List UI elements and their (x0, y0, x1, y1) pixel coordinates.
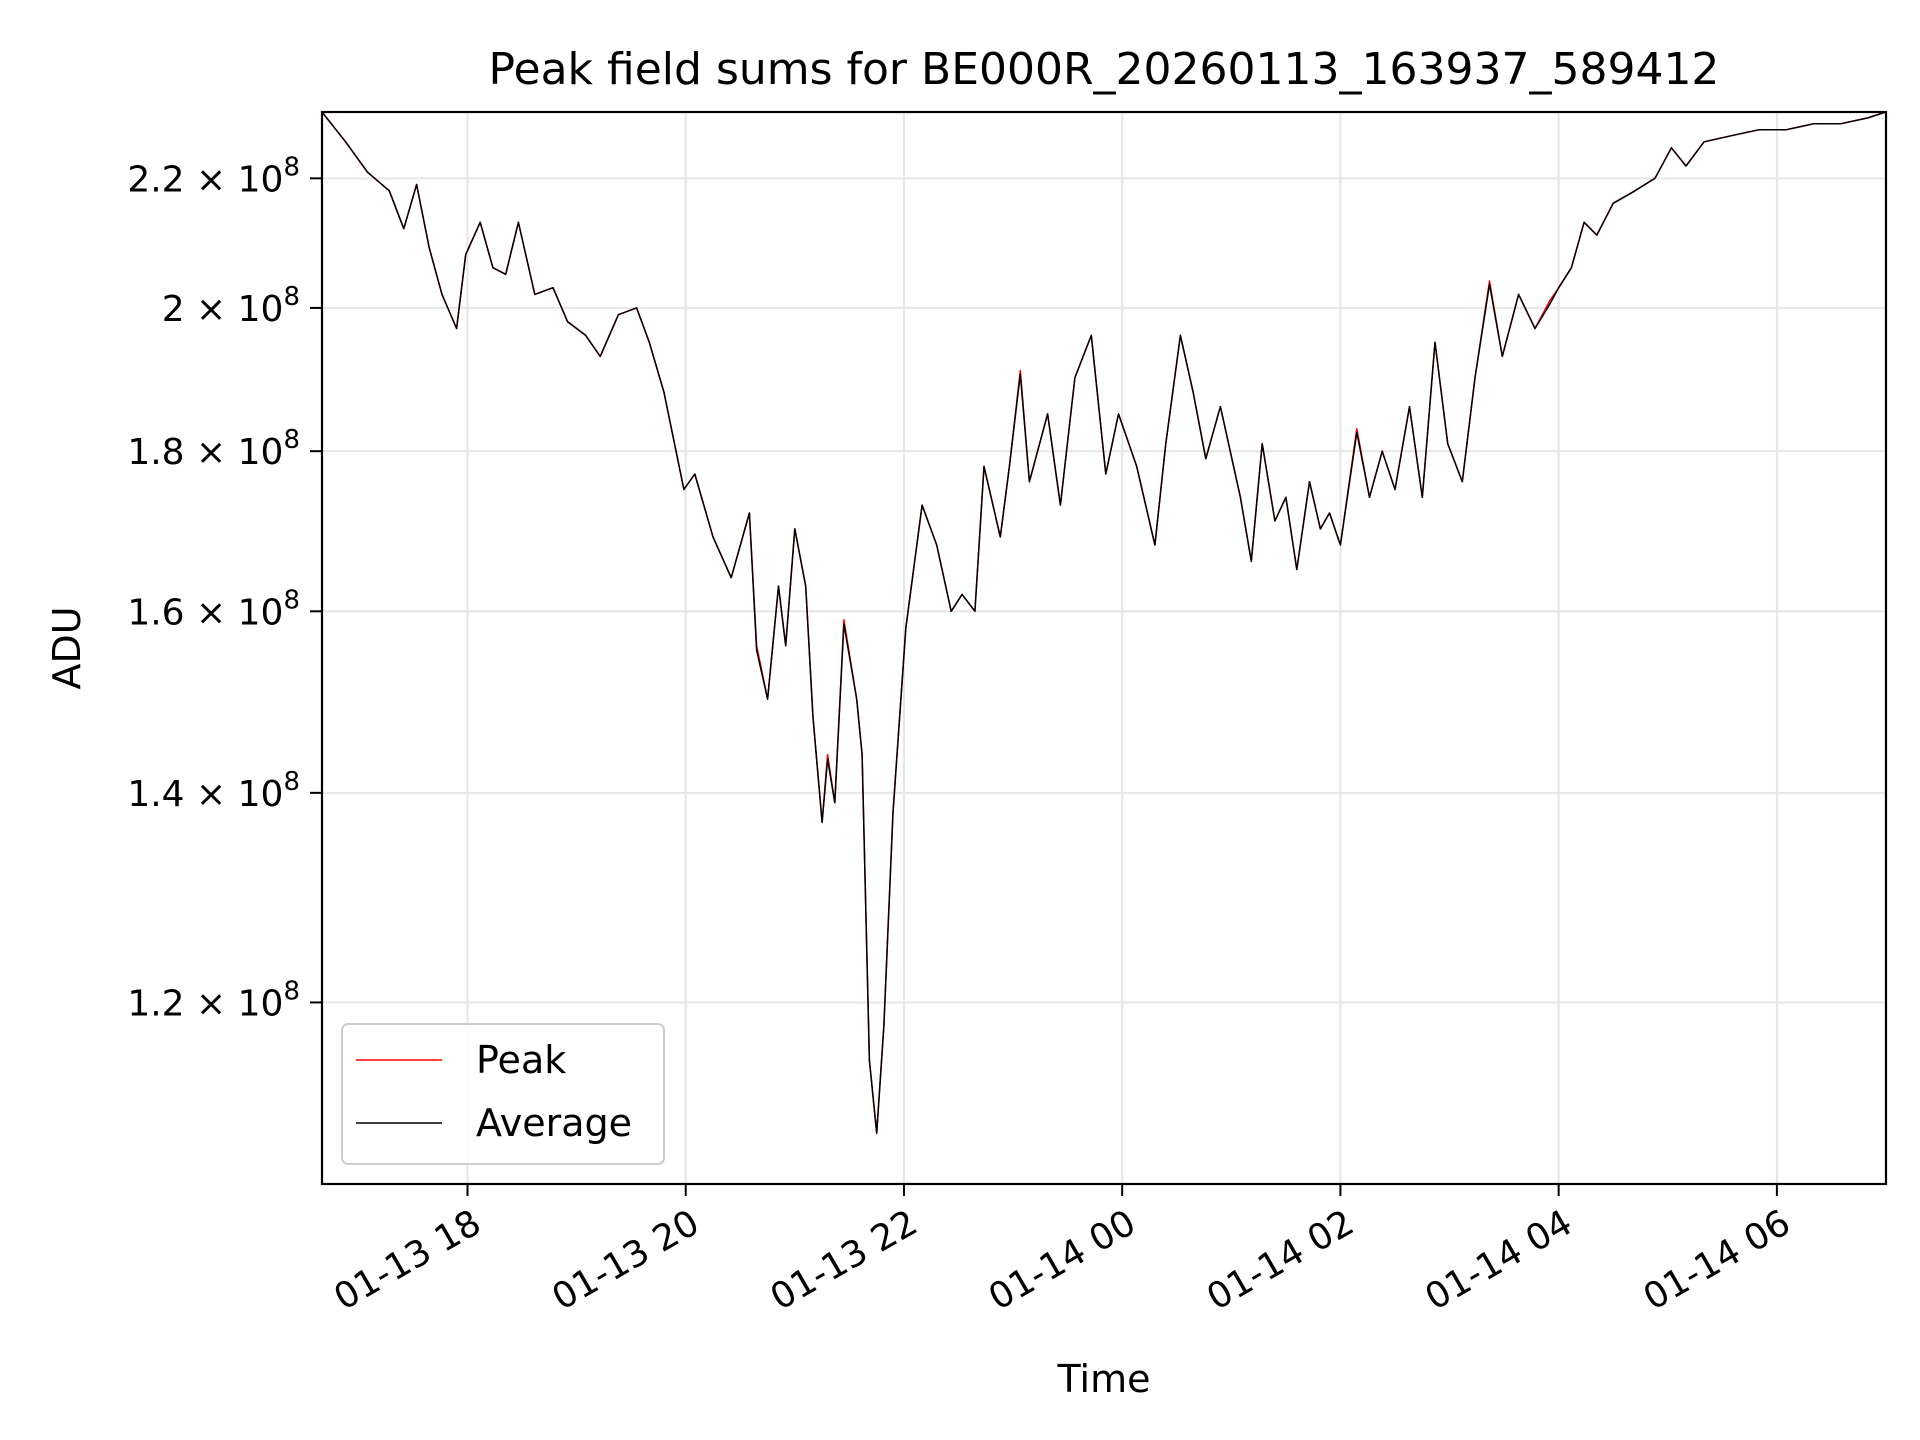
x-axis-label: Time (1057, 1357, 1151, 1401)
grid (322, 112, 1886, 1184)
series-layer (322, 112, 1886, 1134)
y-tick-label: 1.8 × 108 (127, 425, 300, 473)
y-tick-label: 2 × 108 (162, 282, 300, 330)
plot-frame (320, 110, 1888, 1186)
y-tick-label: 1.6 × 108 (127, 585, 300, 633)
y-tick-label: 1.2 × 108 (127, 976, 300, 1024)
y-axis-label: ADU (45, 606, 89, 689)
legend-box (341, 1023, 665, 1165)
y-tick-label: 2.2 × 108 (127, 152, 300, 200)
y-axis: 1.2 × 108 1.4 × 108 1.6 × 108 1.8 × 108 2 × … (127, 152, 322, 1024)
legend-label-average: Average (476, 1101, 632, 1145)
series-line-average (322, 112, 1886, 1134)
chart-title: Peak field sums for BE000R_20260113_1639… (489, 44, 1720, 95)
legend: Peak Average (341, 1023, 665, 1165)
y-tick-label: 1.4 × 108 (127, 767, 300, 815)
legend-label-peak: Peak (476, 1038, 566, 1082)
